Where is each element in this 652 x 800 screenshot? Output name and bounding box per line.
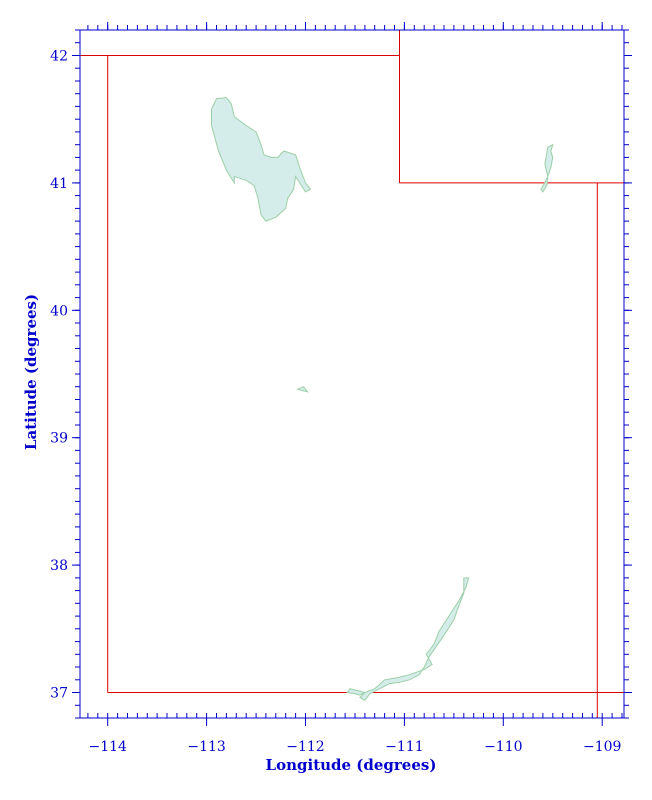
lake-powell-west-arm — [346, 688, 367, 696]
map-frame — [79, 29, 625, 719]
x-tick-label: −114 — [88, 739, 127, 755]
x-axis-title: Longitude (degrees) — [266, 756, 437, 774]
x-tick-label: −113 — [187, 739, 225, 755]
y-tick-label: 37 — [50, 686, 68, 702]
lake-powell — [359, 577, 470, 701]
y-tick-label: 38 — [50, 558, 68, 574]
x-tick-label: −109 — [583, 739, 621, 755]
x-tick-label: −111 — [385, 739, 423, 755]
x-tick-label: −110 — [484, 739, 522, 755]
axis-ticks — [72, 22, 632, 726]
water-bodies — [211, 96, 554, 701]
y-tick-label: 39 — [50, 431, 68, 447]
y-axis-title: Latitude (degrees) — [22, 294, 40, 450]
y-tick-label: 42 — [50, 49, 68, 65]
y-tick-label: 40 — [50, 303, 68, 319]
x-tick-label: −112 — [286, 739, 324, 755]
x-tick-labels: −114 −113 −112 −111 −110 −109 — [88, 739, 621, 755]
y-tick-label: 41 — [50, 176, 68, 192]
y-tick-labels: 37 38 39 40 41 42 — [50, 49, 68, 702]
great-salt-lake — [211, 96, 312, 222]
flaming-gorge-reservoir — [540, 143, 554, 193]
utah-lake — [296, 386, 309, 393]
state-boundaries — [80, 30, 624, 718]
